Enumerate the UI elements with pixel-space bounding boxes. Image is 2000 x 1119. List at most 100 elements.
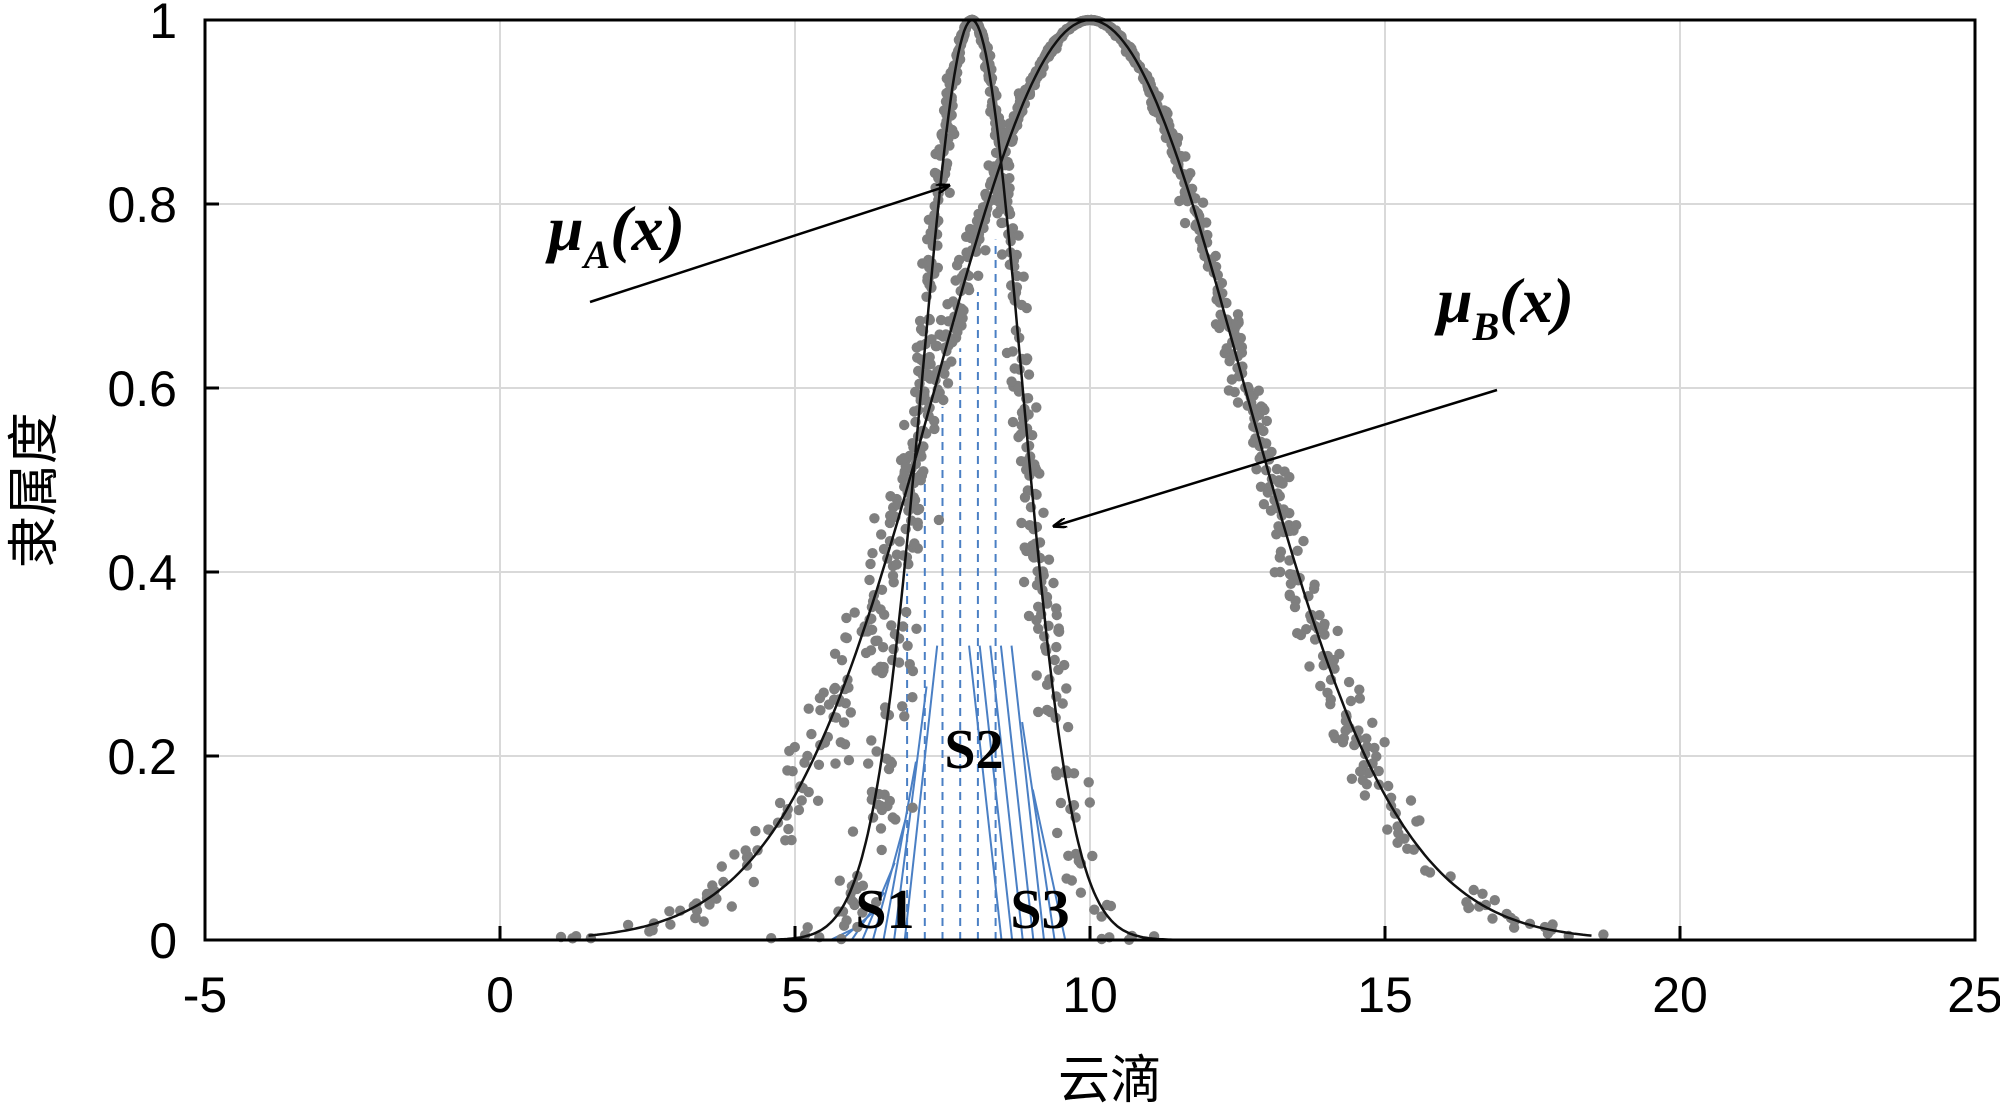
cloud-drop-b: [1346, 773, 1358, 784]
cloud-drop-a: [1038, 507, 1049, 518]
cloud-drop-b: [1273, 521, 1284, 532]
cloud-drop-a: [834, 875, 845, 886]
cloud-drop-b: [843, 682, 854, 693]
cloud-drop-a: [1006, 376, 1017, 387]
overlap-hatching: [829, 239, 1067, 941]
cloud-drop-a: [918, 466, 929, 477]
cloud-drop-a: [1041, 679, 1053, 690]
cloud-drop-a: [1101, 899, 1113, 911]
cloud-drop-b: [988, 165, 999, 176]
cloud-drop-b: [622, 919, 634, 931]
cloud-drop-b: [1292, 545, 1303, 556]
y-tick-label: 0: [149, 913, 177, 969]
cloud-drop-a: [911, 342, 922, 353]
cloud-drop-b: [1162, 108, 1173, 119]
label-mu-a: μA(x): [545, 193, 685, 277]
cloud-drop-b: [1477, 888, 1488, 899]
cloud-drop-b: [1014, 92, 1026, 103]
cloud-drop-b: [1256, 401, 1267, 412]
hatch-line: [903, 645, 939, 941]
cloud-drop-b: [849, 607, 860, 618]
region-label-s3: S3: [1010, 879, 1069, 941]
cloud-drop-b: [973, 270, 984, 281]
cloud-drop-a: [1052, 827, 1063, 839]
cloud-drop-b: [867, 548, 878, 559]
cloud-drop-a: [1031, 402, 1042, 413]
label-sub: B: [1472, 304, 1500, 349]
cloud-drop-a: [876, 844, 887, 856]
cloud-drop-b: [864, 574, 875, 586]
arrow-mu-b: [1055, 388, 1498, 526]
cloud-drop-b: [1383, 780, 1394, 792]
cloud-drop-b: [909, 538, 920, 549]
cloud-drop-a: [902, 640, 913, 651]
cloud-drop-b: [1284, 555, 1295, 566]
cloud-drop-a: [1051, 641, 1062, 653]
cloud-drop-a: [1051, 770, 1062, 781]
cloud-drop-a: [893, 657, 905, 668]
cloud-drop-a: [1063, 850, 1074, 861]
cloud-drop-a: [1068, 768, 1080, 779]
label-main: μ: [545, 193, 584, 264]
cloud-drop-b: [1224, 356, 1235, 367]
label-sub: A: [581, 232, 611, 277]
cloud-drop-b: [992, 208, 1003, 219]
hatch-line: [871, 819, 907, 941]
cloud-drop-b: [1197, 197, 1209, 208]
region-label-s2: S2: [944, 719, 1003, 781]
cloud-drop-b: [1382, 824, 1393, 835]
x-tick-label: -5: [183, 967, 227, 1023]
cloud-drop-b: [894, 536, 905, 547]
cloud-drop-b: [1319, 629, 1330, 640]
hatch-line: [1010, 645, 1045, 941]
cloud-drop-b: [865, 558, 876, 570]
cloud-drop-a: [1049, 654, 1060, 666]
hatch-line: [1031, 789, 1067, 941]
cloud-drop-b: [1420, 865, 1431, 876]
cloud-drop-b: [726, 901, 737, 912]
cloud-drop-a: [907, 692, 918, 703]
cloud-drop-b: [698, 916, 709, 927]
cloud-drop-a: [912, 352, 923, 363]
y-tick-label: 1: [149, 0, 177, 49]
cloud-drop-a: [907, 802, 918, 813]
cloud-drop-b: [875, 604, 886, 615]
cloud-drop-a: [871, 897, 882, 908]
cloud-drop-b: [567, 933, 578, 944]
cloud-drop-a: [1083, 777, 1094, 788]
region-label-s1: S1: [855, 879, 914, 941]
cloud-drop-b: [1402, 843, 1413, 854]
cloud-drop-a: [1033, 706, 1044, 718]
cloud-drop-b: [885, 491, 896, 502]
cloud-drop-b: [876, 529, 887, 540]
cloud-drop-b: [930, 341, 942, 352]
cloud-drop-b: [845, 707, 856, 718]
cloud-drop-b: [814, 692, 826, 704]
cloud-drop-b: [1258, 499, 1270, 510]
cloud-drop-b: [1330, 733, 1341, 744]
hatch-line: [1021, 721, 1056, 941]
x-axis-title: 云滴: [1058, 1051, 1162, 1111]
cloud-drop-a: [897, 701, 908, 712]
cloud-drop-a: [857, 907, 868, 918]
cloud-drop-b: [1275, 546, 1287, 557]
cloud-drop-b: [690, 912, 701, 923]
cloud-drop-b: [900, 461, 911, 472]
hatch-line: [989, 645, 1024, 941]
cloud-drop-b: [1284, 471, 1295, 483]
cloud-drop-b: [803, 703, 814, 714]
hatch-line: [978, 645, 1014, 941]
cloud-drop-b: [1284, 589, 1295, 600]
cloud-drop-a: [1016, 517, 1027, 529]
cloud-drop-b: [993, 196, 1004, 207]
cloud-drop-a: [1007, 416, 1019, 428]
cloud-drop-b: [1289, 601, 1301, 613]
cloud-drop-a: [863, 758, 874, 769]
cloud-drop-b: [1379, 737, 1390, 748]
cloud-drop-a: [890, 814, 901, 825]
x-tick-label: 25: [1947, 967, 2000, 1023]
cloud-drop-b: [878, 543, 890, 555]
cloud-drop-a: [1023, 369, 1035, 380]
cloud-drop-a: [1018, 576, 1030, 588]
axis-ticks: [203, 18, 1977, 942]
